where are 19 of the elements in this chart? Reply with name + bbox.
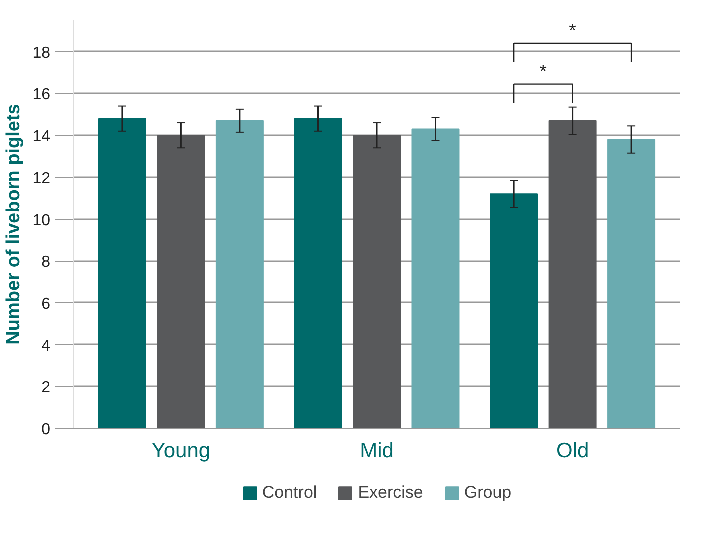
- y-tick-label: 12: [32, 170, 51, 188]
- y-tick-label: 14: [32, 128, 51, 146]
- y-tick-label: 8: [42, 254, 51, 272]
- annotation: *: [569, 20, 576, 41]
- x-tick-label: Young: [152, 440, 211, 462]
- y-tick-label: 4: [42, 338, 51, 355]
- y-tick-label: 16: [32, 86, 51, 104]
- y-tick-label: 6: [42, 296, 51, 313]
- y-axis-title: Number of liveborn piglets: [4, 104, 25, 345]
- y-tick-label: 18: [32, 44, 51, 62]
- legend-label: Group: [464, 482, 512, 502]
- legend-label: Exercise: [358, 482, 424, 502]
- y-tick-label: 0: [42, 422, 51, 438]
- y-tick-label: 2: [42, 380, 51, 397]
- legend-label: Control: [262, 482, 318, 502]
- y-tick-label: 10: [32, 212, 51, 230]
- x-tick-label: Mid: [360, 440, 394, 462]
- x-tick-label: Old: [556, 440, 590, 462]
- annotation: *: [540, 61, 547, 82]
